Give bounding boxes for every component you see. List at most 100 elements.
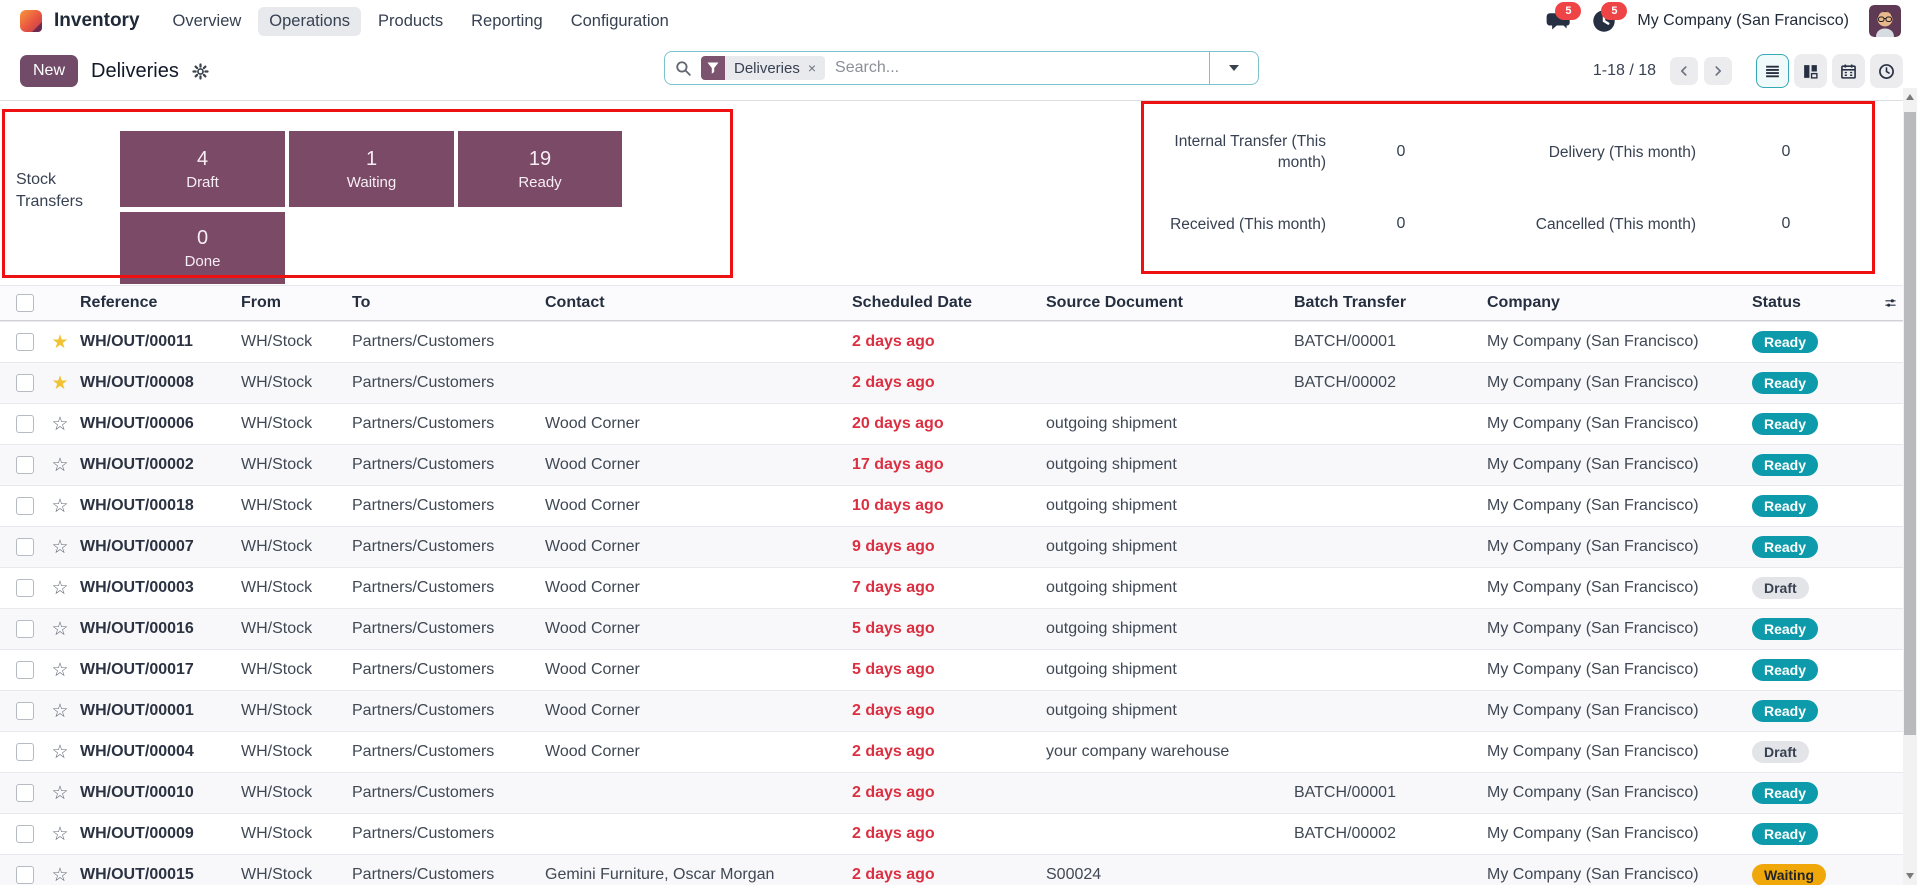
source-document-cell: outgoing shipment bbox=[1046, 702, 1177, 719]
to-cell: Partners/Customers bbox=[352, 456, 495, 473]
status-badge: Ready bbox=[1752, 781, 1819, 805]
star-icon[interactable]: ☆ bbox=[51, 742, 69, 762]
header-scheduled-date[interactable]: Scheduled Date bbox=[852, 294, 973, 311]
card-draft[interactable]: 4 Draft bbox=[120, 131, 285, 207]
header-from[interactable]: From bbox=[241, 294, 281, 311]
facet-label[interactable]: Deliveries bbox=[734, 59, 800, 77]
table-row[interactable]: ☆ WH/OUT/00003 WH/Stock Partners/Custome… bbox=[0, 567, 1903, 608]
pager-previous-button[interactable] bbox=[1670, 57, 1698, 85]
table-row[interactable]: ☆ WH/OUT/00004 WH/Stock Partners/Custome… bbox=[0, 731, 1903, 772]
search-dropdown-toggle[interactable] bbox=[1209, 52, 1258, 84]
actions-gear-icon[interactable] bbox=[192, 61, 212, 81]
select-all-checkbox[interactable] bbox=[16, 294, 34, 312]
messages-icon[interactable]: 5 bbox=[1545, 2, 1582, 34]
scheduled-date-cell: 2 days ago bbox=[852, 866, 935, 883]
app-switcher[interactable]: Inventory bbox=[18, 8, 140, 34]
row-checkbox[interactable] bbox=[16, 456, 34, 474]
activities-icon[interactable]: 5 bbox=[1591, 2, 1628, 34]
row-checkbox[interactable] bbox=[16, 743, 34, 761]
from-cell: WH/Stock bbox=[241, 579, 313, 596]
facet-remove-icon[interactable]: × bbox=[807, 60, 817, 76]
table-row[interactable]: ☆ WH/OUT/00002 WH/Stock Partners/Custome… bbox=[0, 444, 1903, 485]
scroll-down-arrow[interactable] bbox=[1903, 869, 1917, 883]
chevron-down-icon bbox=[1229, 65, 1239, 71]
optional-columns-icon[interactable] bbox=[1884, 294, 1903, 312]
activity-view-button[interactable] bbox=[1870, 54, 1903, 88]
scroll-up-arrow[interactable] bbox=[1903, 90, 1917, 104]
star-icon[interactable]: ☆ bbox=[51, 619, 69, 639]
menu-products[interactable]: Products bbox=[378, 11, 444, 30]
row-checkbox[interactable] bbox=[16, 538, 34, 556]
table-row[interactable]: ★ WH/OUT/00011 WH/Stock Partners/Custome… bbox=[0, 321, 1903, 362]
table-row[interactable]: ☆ WH/OUT/00015 WH/Stock Partners/Custome… bbox=[0, 854, 1903, 885]
row-checkbox[interactable] bbox=[16, 866, 34, 884]
table-row[interactable]: ☆ WH/OUT/00018 WH/Stock Partners/Custome… bbox=[0, 485, 1903, 526]
star-icon[interactable]: ☆ bbox=[51, 865, 69, 885]
control-panel: New Deliveries bbox=[0, 42, 1917, 101]
stat-received-value: 0 bbox=[1396, 215, 1406, 232]
list-view-button[interactable] bbox=[1756, 54, 1789, 88]
table-row[interactable]: ☆ WH/OUT/00007 WH/Stock Partners/Custome… bbox=[0, 526, 1903, 567]
from-cell: WH/Stock bbox=[241, 415, 313, 432]
scheduled-date-cell: 2 days ago bbox=[852, 784, 935, 801]
new-button[interactable]: New bbox=[20, 55, 79, 87]
user-avatar[interactable] bbox=[1869, 5, 1901, 37]
header-reference[interactable]: Reference bbox=[80, 294, 158, 311]
page-title: Deliveries bbox=[91, 59, 179, 82]
row-checkbox[interactable] bbox=[16, 579, 34, 597]
row-checkbox[interactable] bbox=[16, 620, 34, 638]
row-checkbox[interactable] bbox=[16, 784, 34, 802]
star-icon[interactable]: ☆ bbox=[51, 414, 69, 434]
star-icon[interactable]: ★ bbox=[51, 332, 69, 352]
menu-operations[interactable]: Operations bbox=[258, 6, 362, 36]
table-row[interactable]: ☆ WH/OUT/00006 WH/Stock Partners/Custome… bbox=[0, 403, 1903, 444]
star-icon[interactable]: ☆ bbox=[51, 455, 69, 475]
table-row[interactable]: ☆ WH/OUT/00010 WH/Stock Partners/Custome… bbox=[0, 772, 1903, 813]
row-checkbox[interactable] bbox=[16, 825, 34, 843]
card-waiting[interactable]: 1 Waiting bbox=[289, 131, 454, 207]
header-source-document[interactable]: Source Document bbox=[1046, 294, 1183, 311]
row-checkbox[interactable] bbox=[16, 333, 34, 351]
pager-range[interactable]: 1-18 / 18 bbox=[1592, 62, 1656, 79]
star-icon[interactable]: ★ bbox=[51, 373, 69, 393]
table-row[interactable]: ☆ WH/OUT/00009 WH/Stock Partners/Custome… bbox=[0, 813, 1903, 854]
pager-next-button[interactable] bbox=[1704, 57, 1732, 85]
header-to[interactable]: To bbox=[352, 294, 371, 311]
card-done[interactable]: 0 Done bbox=[120, 212, 285, 284]
menu-overview[interactable]: Overview bbox=[172, 11, 242, 30]
scrollbar-thumb[interactable] bbox=[1904, 112, 1916, 735]
star-icon[interactable]: ☆ bbox=[51, 701, 69, 721]
star-icon[interactable]: ☆ bbox=[51, 578, 69, 598]
star-icon[interactable]: ☆ bbox=[51, 824, 69, 844]
contact-cell: Wood Corner bbox=[545, 620, 640, 637]
row-checkbox[interactable] bbox=[16, 497, 34, 515]
table-row[interactable]: ☆ WH/OUT/00001 WH/Stock Partners/Custome… bbox=[0, 690, 1903, 731]
header-batch-transfer[interactable]: Batch Transfer bbox=[1294, 294, 1407, 311]
company-cell: My Company (San Francisco) bbox=[1487, 415, 1699, 432]
row-checkbox[interactable] bbox=[16, 702, 34, 720]
star-icon[interactable]: ☆ bbox=[51, 660, 69, 680]
star-icon[interactable]: ☆ bbox=[51, 783, 69, 803]
menu-configuration[interactable]: Configuration bbox=[570, 11, 669, 30]
menu-reporting[interactable]: Reporting bbox=[471, 11, 543, 30]
source-document-cell: outgoing shipment bbox=[1046, 415, 1177, 432]
company-selector[interactable]: My Company (San Francisco) bbox=[1637, 12, 1849, 29]
row-checkbox[interactable] bbox=[16, 374, 34, 392]
stat-delivery-label: Delivery (This month) bbox=[1548, 143, 1696, 161]
table-row[interactable]: ★ WH/OUT/00008 WH/Stock Partners/Custome… bbox=[0, 362, 1903, 403]
search-input[interactable] bbox=[833, 58, 1209, 78]
header-status[interactable]: Status bbox=[1752, 294, 1801, 311]
to-cell: Partners/Customers bbox=[352, 743, 495, 760]
row-checkbox[interactable] bbox=[16, 415, 34, 433]
header-company[interactable]: Company bbox=[1487, 294, 1560, 311]
row-checkbox[interactable] bbox=[16, 661, 34, 679]
calendar-view-button[interactable] bbox=[1832, 54, 1865, 88]
source-document-cell: your company warehouse bbox=[1046, 743, 1230, 760]
table-row[interactable]: ☆ WH/OUT/00016 WH/Stock Partners/Custome… bbox=[0, 608, 1903, 649]
kanban-view-button[interactable] bbox=[1794, 54, 1827, 88]
table-row[interactable]: ☆ WH/OUT/00017 WH/Stock Partners/Custome… bbox=[0, 649, 1903, 690]
header-contact[interactable]: Contact bbox=[545, 294, 605, 311]
star-icon[interactable]: ☆ bbox=[51, 496, 69, 516]
star-icon[interactable]: ☆ bbox=[51, 537, 69, 557]
card-ready[interactable]: 19 Ready bbox=[458, 131, 622, 207]
